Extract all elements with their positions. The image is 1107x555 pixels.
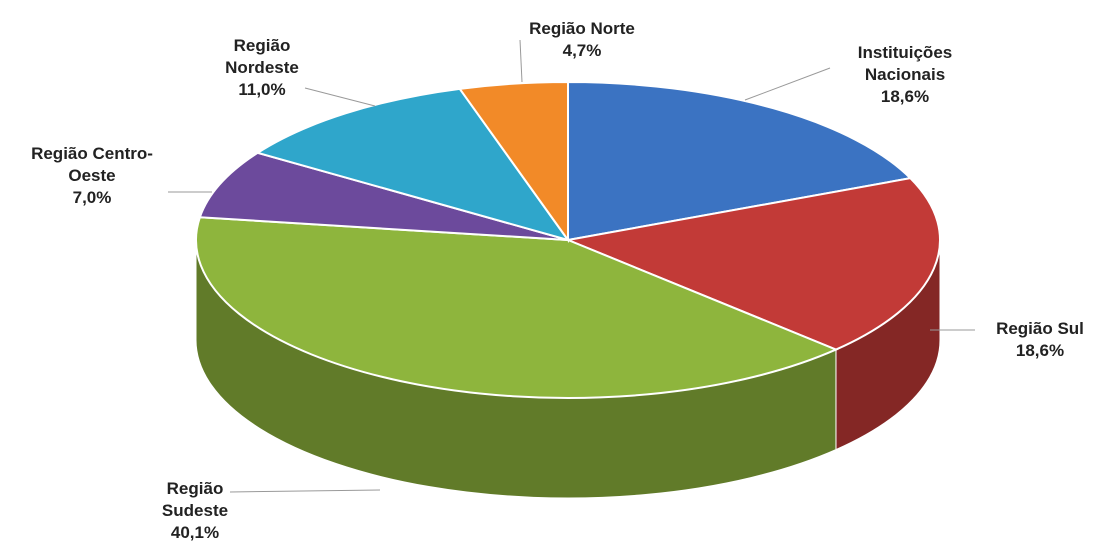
category-label: Região Sul xyxy=(996,319,1084,338)
data-label: Região Sul 18,6% xyxy=(970,318,1107,362)
percent-label: 4,7% xyxy=(562,41,602,60)
leader-line xyxy=(229,489,381,493)
slice xyxy=(195,216,839,399)
leader-line xyxy=(519,39,523,83)
leader-line xyxy=(744,67,831,101)
data-label: Região Centro-Oeste 7,0% xyxy=(27,143,157,209)
slice xyxy=(198,151,569,241)
category-label: Região Nordeste xyxy=(225,36,299,77)
slice xyxy=(567,80,913,242)
percent-label: 40,1% xyxy=(170,523,220,542)
category-label: Região Centro-Oeste xyxy=(31,144,153,185)
leader-line xyxy=(304,87,376,107)
percent-label: 18,6% xyxy=(880,87,930,106)
data-label: Região Norte 4,7% xyxy=(502,18,662,62)
slice xyxy=(564,177,941,351)
percent-label: 18,6% xyxy=(1015,341,1065,360)
data-label: Região Sudeste 40,1% xyxy=(155,478,235,544)
data-label: Região Nordeste 11,0% xyxy=(212,35,312,101)
category-label: Região Sudeste xyxy=(161,479,229,520)
slice xyxy=(255,87,571,242)
slice xyxy=(457,80,569,244)
category-label: Instituições Nacionais xyxy=(857,43,953,84)
data-label: Instituições Nacionais 18,6% xyxy=(840,42,970,108)
category-label: Região Norte xyxy=(529,19,635,38)
percent-label: 11,0% xyxy=(238,80,286,99)
percent-label: 7,0% xyxy=(72,188,112,207)
